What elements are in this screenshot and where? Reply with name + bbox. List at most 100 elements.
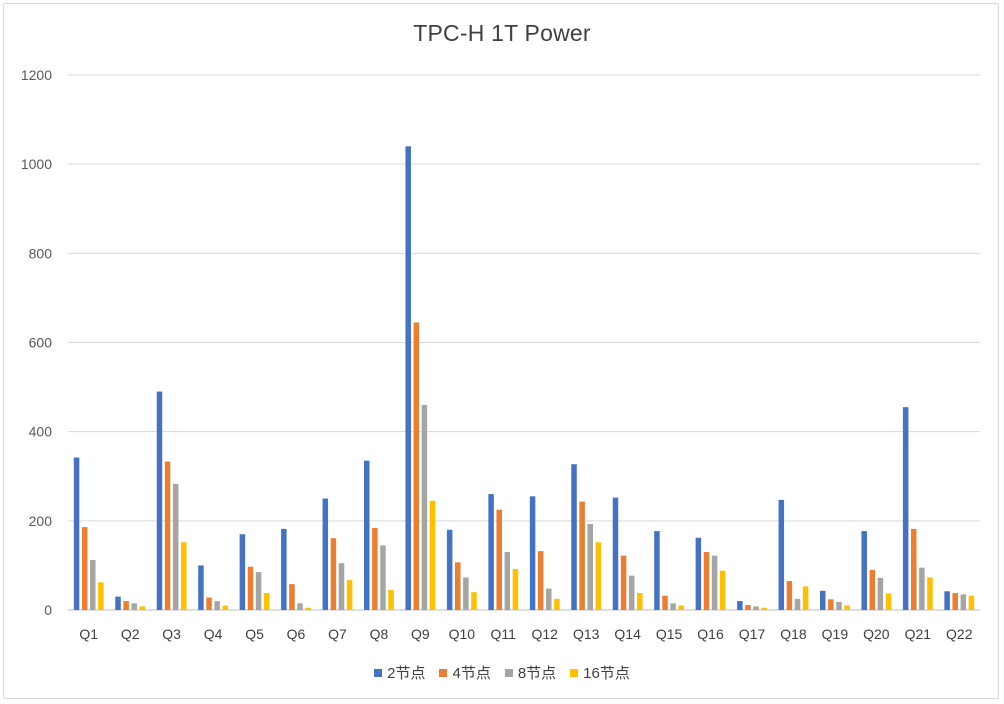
bar	[968, 595, 975, 610]
bar	[123, 601, 129, 610]
x-tick-label: Q16	[697, 626, 724, 642]
x-tick-label: Q7	[328, 626, 347, 642]
bar	[364, 460, 370, 610]
bar	[778, 499, 785, 610]
x-axis-ticks: Q1 Q2 Q3 Q4 Q5 Q6 Q7 Q8 Q9 Q10 Q11 Q12 Q13 Q14 Q15 Q16 Q…	[79, 626, 972, 642]
bar	[703, 552, 710, 610]
bar	[488, 494, 494, 610]
bar	[297, 603, 303, 610]
bar	[794, 598, 801, 610]
bar	[662, 595, 668, 610]
legend-swatch	[374, 668, 383, 677]
bar	[820, 590, 826, 610]
bar	[595, 542, 602, 610]
bar	[919, 567, 925, 610]
bar	[670, 603, 676, 610]
x-tick-label: Q8	[370, 626, 389, 642]
bar	[346, 580, 353, 610]
bar	[164, 461, 171, 610]
y-tick-label: 200	[29, 513, 53, 529]
bar	[455, 562, 461, 610]
x-tick-label: Q6	[287, 626, 306, 642]
x-tick-label: Q21	[905, 626, 932, 642]
bar	[885, 593, 892, 610]
bar	[388, 589, 394, 610]
x-tick-label: Q14	[614, 626, 641, 642]
x-tick-label: Q22	[946, 626, 973, 642]
bar	[73, 457, 80, 610]
chart-title: TPC-H 1T Power	[413, 20, 591, 46]
x-tick-label: Q17	[739, 626, 766, 642]
bar	[330, 538, 337, 610]
bar	[902, 407, 909, 610]
bar	[944, 591, 950, 610]
bar	[172, 483, 179, 610]
bar	[512, 568, 519, 610]
bar	[156, 391, 163, 610]
bar	[263, 593, 270, 610]
bar	[678, 605, 684, 610]
y-tick-label: 1000	[21, 156, 52, 172]
bar	[612, 497, 619, 610]
bar	[139, 606, 146, 610]
x-tick-label: Q12	[531, 626, 558, 642]
bar	[305, 607, 311, 610]
bar	[421, 404, 428, 610]
y-tick-label: 800	[29, 245, 53, 261]
bar	[628, 575, 635, 610]
y-tick-label: 600	[29, 335, 53, 351]
y-axis-ticks: 0 200 400 600 800 1000 1200	[21, 67, 52, 618]
bar	[587, 523, 593, 610]
bar	[446, 529, 453, 610]
x-tick-label: Q4	[204, 626, 223, 642]
bar	[761, 607, 767, 610]
legend-label: 4节点	[452, 665, 491, 682]
x-tick-label: Q13	[573, 626, 600, 642]
bar	[637, 593, 643, 610]
legend-label: 8节点	[517, 665, 557, 682]
bar	[745, 605, 751, 610]
legend-item: 16节点	[570, 662, 630, 683]
bar	[529, 496, 536, 610]
x-tick-label: Q20	[863, 626, 890, 642]
bar	[753, 606, 759, 610]
legend-item: 2节点	[374, 662, 425, 683]
x-tick-label: Q19	[822, 626, 849, 642]
bar	[861, 531, 867, 610]
bar	[471, 592, 477, 610]
bar	[877, 577, 884, 610]
bar	[131, 603, 137, 610]
bar	[338, 563, 345, 610]
bar	[504, 552, 511, 610]
bar	[571, 464, 577, 610]
bar	[554, 598, 560, 610]
bar	[247, 566, 254, 610]
y-tick-label: 0	[44, 602, 52, 618]
x-tick-label: Q2	[121, 626, 140, 642]
bar	[81, 527, 88, 610]
bars	[73, 146, 975, 611]
x-tick-label: Q11	[491, 626, 517, 642]
legend: 2节点 4节点 8节点 16节点	[0, 662, 1004, 683]
bar	[372, 527, 378, 610]
x-tick-label: Q1	[79, 626, 98, 642]
bar	[737, 601, 743, 610]
bar	[322, 498, 329, 610]
legend-swatch	[570, 668, 579, 677]
bar	[952, 593, 958, 610]
y-tick-label: 400	[29, 424, 53, 440]
bar	[719, 570, 726, 610]
bar	[289, 584, 295, 610]
x-tick-label: Q10	[449, 626, 476, 642]
bar	[802, 586, 809, 610]
bar	[115, 596, 121, 610]
legend-label: 2节点	[387, 665, 426, 682]
gridlines	[68, 74, 980, 611]
bar	[537, 551, 544, 610]
x-tick-label: Q5	[245, 626, 264, 642]
y-tick-label: 1200	[21, 67, 52, 83]
bar	[654, 531, 660, 610]
bar	[214, 601, 220, 610]
bar	[620, 555, 627, 610]
bar	[90, 560, 96, 610]
